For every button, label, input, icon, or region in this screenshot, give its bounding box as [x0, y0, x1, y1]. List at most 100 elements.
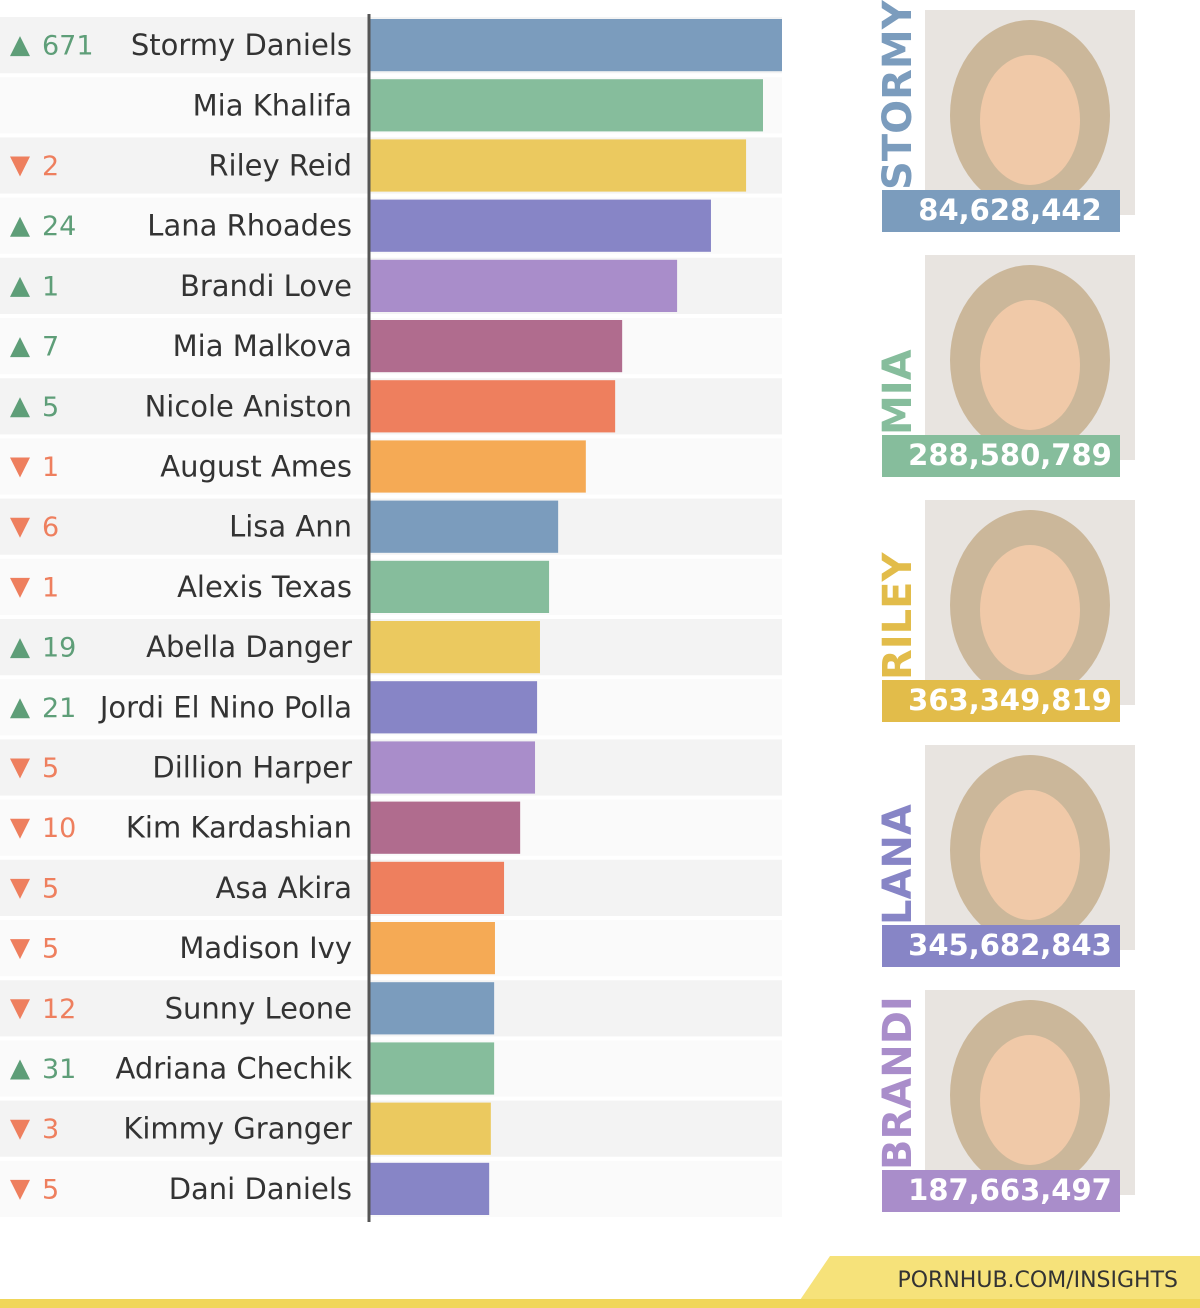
category-label: Nicole Aniston: [145, 389, 352, 423]
category-label: Madison Ivy: [179, 931, 352, 965]
change-arrow: [10, 36, 30, 57]
rank-change: 31: [42, 1054, 76, 1085]
category-label: Alexis Texas: [177, 570, 352, 604]
category-label: Mia Malkova: [173, 329, 352, 363]
category-label: Stormy Daniels: [131, 28, 352, 62]
rank-change: 671: [42, 31, 94, 62]
photo-face: [980, 545, 1080, 675]
highlight-value: 84,628,442: [918, 193, 1101, 227]
rank-change: 5: [42, 934, 59, 965]
footer-source: PORNHUB.COM/INSIGHTS: [897, 1268, 1178, 1293]
change-arrow: [10, 638, 30, 659]
value-box: [882, 435, 1120, 477]
rank-change: 1: [42, 452, 59, 483]
bar: [369, 681, 538, 734]
change-arrow: [10, 577, 30, 598]
rank-change: 3: [42, 1114, 59, 1145]
highlight-name: LANA: [875, 804, 921, 925]
highlight-name: BRANDI: [875, 996, 921, 1170]
bar: [369, 1162, 490, 1215]
change-arrow: [10, 276, 30, 297]
change-arrow: [10, 397, 30, 418]
rank-change: 1: [42, 271, 59, 302]
highlight-value: 187,663,497: [908, 1173, 1112, 1207]
rank-change: 21: [42, 693, 76, 724]
photo-face: [980, 300, 1080, 430]
footer-band: [800, 1256, 1200, 1300]
rank-change: 5: [42, 1174, 59, 1205]
highlight-value: 345,682,843: [908, 928, 1112, 962]
value-box: [882, 925, 1120, 967]
change-arrow: [10, 156, 30, 177]
change-arrow: [10, 337, 30, 358]
value-box: [882, 1170, 1120, 1212]
category-label: Riley Reid: [208, 149, 352, 183]
change-arrow: [10, 216, 30, 237]
bar: [369, 1102, 491, 1155]
change-arrow: [10, 999, 30, 1020]
photo-face: [980, 55, 1080, 185]
bar: [369, 259, 678, 312]
bar: [369, 1042, 495, 1095]
rank-change: 12: [42, 994, 76, 1025]
change-arrow: [10, 457, 30, 478]
category-label: August Ames: [160, 450, 352, 484]
bar: [369, 320, 623, 373]
category-label: Mia Khalifa: [193, 88, 352, 122]
category-label: Sunny Leone: [165, 991, 352, 1025]
change-arrow: [10, 517, 30, 538]
category-label: Lisa Ann: [229, 510, 352, 544]
bar: [369, 139, 747, 192]
bar: [369, 801, 521, 854]
change-arrow: [10, 818, 30, 839]
category-label: Abella Danger: [146, 630, 352, 664]
photo-face: [980, 1035, 1080, 1165]
footer-line: [0, 1299, 1200, 1308]
bar: [369, 861, 505, 914]
category-label: Brandi Love: [180, 269, 352, 303]
rank-change: 10: [42, 813, 76, 844]
change-arrow: [10, 939, 30, 960]
rank-change: 5: [42, 873, 59, 904]
category-label: Kim Kardashian: [126, 811, 352, 845]
rank-change: 19: [42, 633, 76, 664]
highlight-value: 363,349,819: [908, 683, 1112, 717]
bar: [369, 79, 764, 132]
bar: [369, 741, 536, 794]
photo-face: [980, 790, 1080, 920]
rank-change: 5: [42, 392, 59, 423]
bar: [369, 380, 616, 433]
bar: [369, 982, 495, 1035]
change-arrow: [10, 1179, 30, 1200]
value-box: [882, 190, 1120, 232]
rank-change: 1: [42, 572, 59, 603]
value-box: [882, 680, 1120, 722]
bar: [369, 500, 559, 553]
bar: [369, 199, 711, 252]
bar: [369, 621, 540, 674]
rank-change: 2: [42, 151, 59, 182]
change-arrow: [10, 698, 30, 719]
change-arrow: [10, 1059, 30, 1080]
highlight-name: RILEY: [875, 552, 921, 680]
change-arrow: [10, 758, 30, 779]
bar: [369, 440, 586, 493]
category-label: Dani Daniels: [169, 1172, 352, 1206]
bar: [369, 19, 782, 72]
rank-change: 7: [42, 332, 59, 363]
change-arrow: [10, 1119, 30, 1140]
category-label: Jordi El Nino Polla: [98, 690, 352, 724]
rank-change: 24: [42, 211, 76, 242]
highlight-name: MIA: [875, 349, 921, 435]
category-label: Lana Rhoades: [147, 209, 352, 243]
rank-change: 5: [42, 753, 59, 784]
category-label: Adriana Chechik: [115, 1052, 352, 1086]
change-arrow: [10, 878, 30, 899]
highlight-value: 288,580,789: [908, 438, 1112, 472]
